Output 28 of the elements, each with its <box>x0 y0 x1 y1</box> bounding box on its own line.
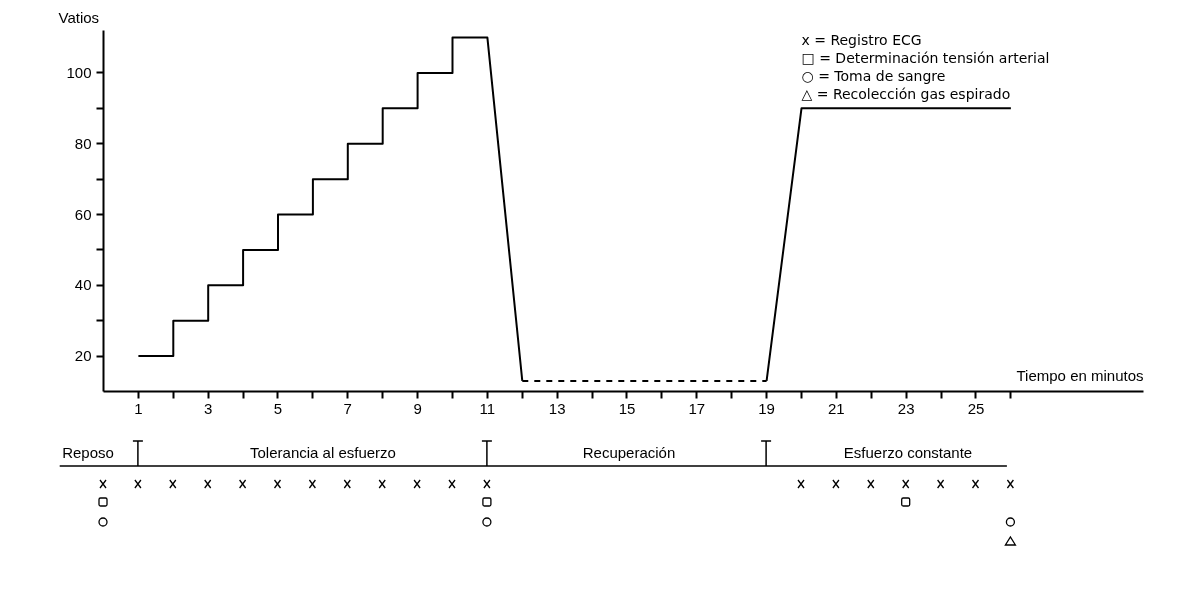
x-tick-label: 5 <box>273 399 283 417</box>
y-tick-label: 100 <box>66 63 92 81</box>
text: Reposo <box>62 444 114 461</box>
x-axis-title: Tiempo en minutos <box>1016 366 1144 384</box>
text: Esfuerzo constante <box>843 444 973 461</box>
x-tick-label: 23 <box>897 399 915 417</box>
x-tick-label: 25 <box>967 399 985 417</box>
text: Recuperación <box>582 444 676 461</box>
x-tick-label: 3 <box>204 399 213 417</box>
y-axis-title: Vatios <box>58 8 100 26</box>
y-tick-label: 40 <box>74 276 92 294</box>
annotation: □ = Determinación tensión arterial <box>801 49 1050 66</box>
annotation: ○ = Toma de sangre <box>801 67 946 84</box>
x-tick-label: 11 <box>479 399 496 417</box>
text: Tolerancia al esfuerzo <box>250 444 396 461</box>
annotation: △ = Recolección gas espirado <box>801 85 1011 102</box>
x-tick-label: 9 <box>413 399 422 417</box>
x-tick-label: 13 <box>548 399 566 417</box>
y-tick-label: 80 <box>74 134 92 152</box>
x-tick-label: 1 <box>134 399 143 417</box>
x-tick-label: 19 <box>758 399 775 417</box>
y-tick-label: 20 <box>74 347 92 365</box>
x-tick-label: 7 <box>343 399 352 417</box>
x-tick-label: 15 <box>618 399 636 417</box>
annotation: x = Registro ECG <box>801 31 922 48</box>
y-tick-label: 60 <box>74 205 92 223</box>
x-tick-label: 17 <box>688 399 706 417</box>
x-tick-label: 21 <box>828 399 845 417</box>
